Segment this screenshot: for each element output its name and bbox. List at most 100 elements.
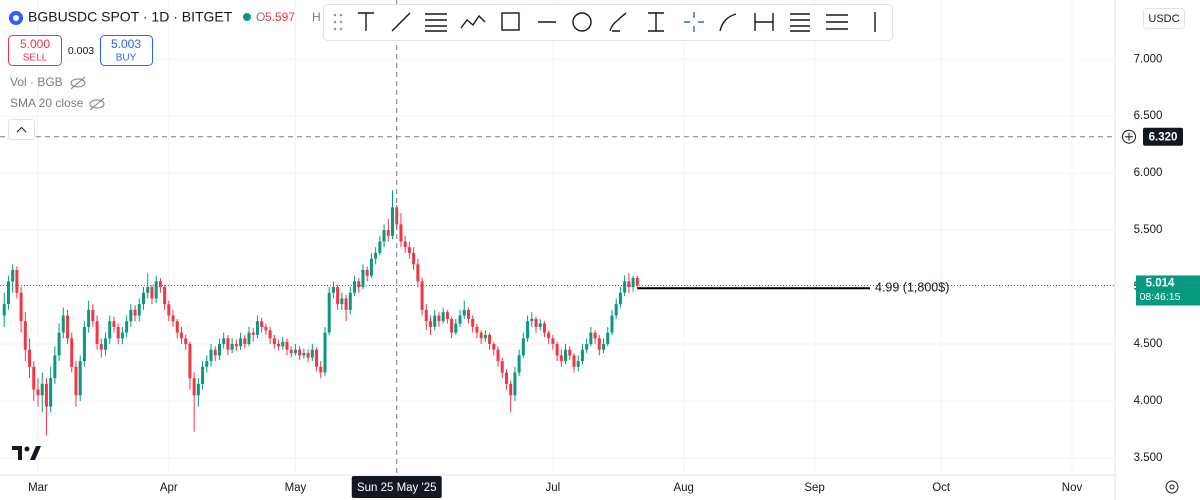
x-tick-label: Apr — [160, 482, 178, 494]
candle-body — [466, 309, 470, 319]
candle-body — [28, 349, 32, 367]
candle-body — [255, 321, 259, 335]
toolbar-icons[interactable] — [358, 12, 876, 32]
candle-body — [361, 269, 365, 288]
candle-body — [357, 281, 361, 288]
candle-body — [306, 353, 310, 358]
candle-body — [623, 281, 627, 293]
tool-curve[interactable] — [719, 13, 737, 32]
market-status — [243, 13, 251, 21]
x-tick-label: Sep — [804, 482, 824, 494]
collapse-button[interactable] — [8, 119, 35, 140]
currency-button[interactable] — [1143, 8, 1185, 29]
candle-body — [551, 338, 555, 345]
tool-parallel[interactable] — [826, 14, 848, 30]
candle-body — [593, 332, 597, 339]
y-tick-label: 4.000 — [1134, 395, 1163, 407]
candle-body — [285, 341, 289, 350]
candle-body — [201, 366, 205, 384]
tool-crosshair[interactable] — [684, 12, 704, 32]
tool-pattern[interactable] — [460, 14, 486, 29]
candle-body — [534, 318, 538, 327]
x-tick-label: Jul — [546, 482, 561, 494]
tool-text[interactable] — [358, 12, 374, 31]
candle-body — [217, 344, 221, 356]
candle-body — [483, 334, 487, 339]
tool-trendline[interactable] — [391, 12, 411, 32]
candle-body — [618, 292, 622, 305]
sell-button[interactable] — [8, 35, 62, 66]
candle-body — [365, 269, 369, 276]
settings-icon[interactable] — [1165, 480, 1179, 494]
candle-body — [175, 321, 179, 333]
candle-body — [403, 241, 407, 248]
candle-body — [167, 304, 171, 316]
y-tick-label: 6.000 — [1134, 167, 1163, 179]
tool-brush[interactable] — [609, 12, 627, 32]
candle-body — [78, 361, 82, 396]
candle-body — [462, 309, 466, 316]
candle-body — [627, 281, 631, 288]
candle-body — [230, 344, 234, 350]
y-tick-label: 3.500 — [1134, 452, 1163, 464]
indicator-volume[interactable]: Vol · BGB — [10, 75, 63, 89]
candle-body — [399, 224, 403, 242]
symbol-icon-core — [13, 15, 19, 21]
candle-body — [289, 349, 293, 354]
candle-body — [504, 372, 508, 384]
candle-body — [391, 207, 395, 236]
candle-body — [319, 366, 323, 373]
candle-body — [158, 281, 162, 288]
tool-rect[interactable] — [501, 12, 520, 31]
tool-measure[interactable] — [754, 13, 774, 31]
spread: 0.003 — [68, 45, 94, 57]
candle-body — [53, 355, 57, 379]
tool-range[interactable] — [648, 12, 664, 32]
candle-body — [614, 304, 618, 316]
candle-body — [209, 349, 213, 362]
countdown: 08:46:15 — [1140, 291, 1181, 303]
tool-fib[interactable] — [425, 13, 447, 32]
candle-body — [11, 269, 15, 282]
hide-icon[interactable] — [89, 97, 105, 111]
candle-body — [104, 338, 108, 350]
candle-body — [61, 315, 65, 333]
candle-body — [412, 252, 416, 265]
tool-circle[interactable] — [572, 12, 592, 32]
toolbar-grip — [333, 13, 343, 31]
candle-body — [260, 321, 264, 327]
tool-levels[interactable] — [790, 13, 810, 32]
drawing-toolbar — [323, 4, 893, 41]
candle-body — [2, 304, 6, 316]
candle-body — [526, 321, 530, 339]
y-tick-label: 6.500 — [1134, 110, 1163, 122]
candle-body — [163, 287, 167, 305]
indicator-sma[interactable]: SMA 20 close — [10, 96, 84, 110]
candle-body — [382, 230, 386, 242]
candle-body — [471, 318, 475, 327]
crosshair-tag — [351, 476, 442, 498]
buy-button[interactable] — [100, 35, 153, 66]
candle-body — [40, 383, 44, 396]
last-price-tag — [1136, 275, 1200, 306]
candle-body — [108, 321, 112, 339]
candle-body — [272, 338, 276, 345]
candle-body — [450, 318, 454, 333]
last-price-label: 5.014 — [1146, 277, 1175, 289]
candle-body — [226, 338, 230, 350]
ohlc-high-label: H — [312, 10, 321, 24]
candle-body — [112, 321, 116, 327]
candle-body — [340, 298, 344, 305]
hide-icon[interactable] — [70, 76, 86, 90]
candle-body — [635, 277, 639, 286]
candle-body — [234, 344, 238, 347]
candle-body — [125, 321, 129, 333]
candle-body — [547, 332, 551, 339]
buy-price: 5.003 — [111, 37, 141, 51]
candle-body — [222, 338, 226, 345]
candle-body — [580, 349, 584, 362]
currency: USDC — [1148, 13, 1179, 25]
candle-body — [251, 332, 255, 335]
x-tick-label: May — [285, 482, 307, 494]
